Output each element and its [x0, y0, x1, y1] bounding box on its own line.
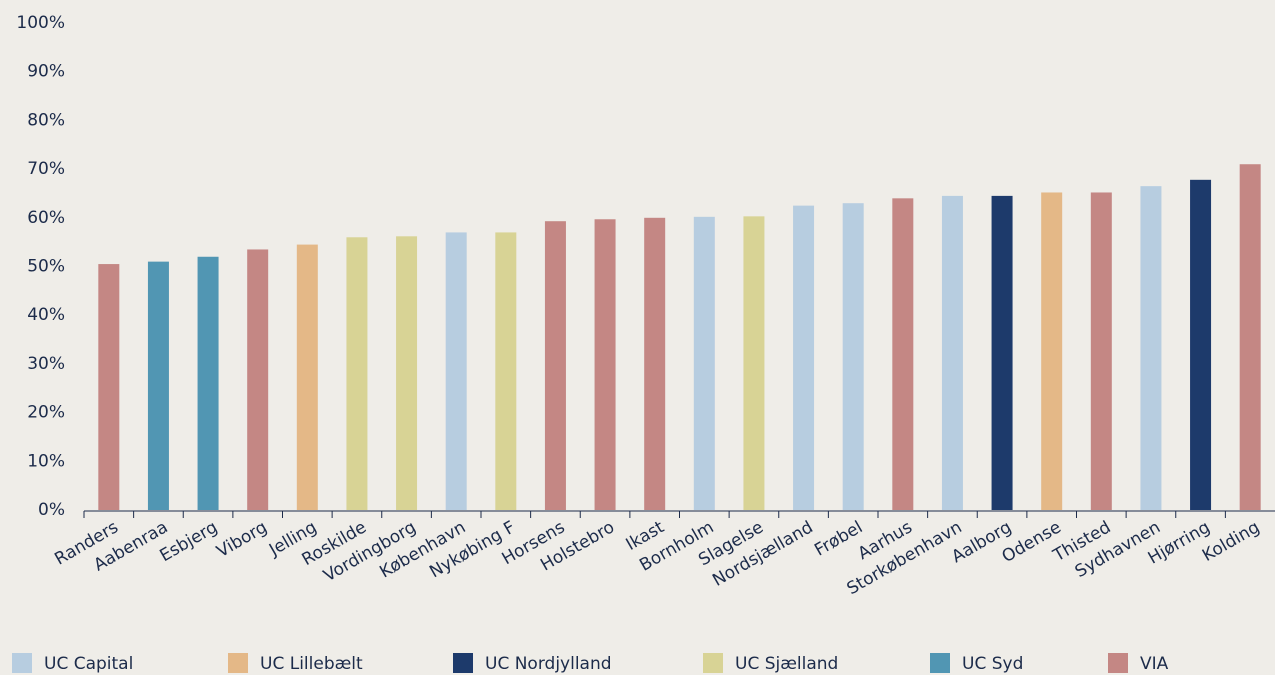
bar: [892, 198, 914, 510]
y-tick-label: 70%: [27, 159, 65, 179]
bar: [197, 256, 219, 510]
bar: [1090, 192, 1112, 510]
bar: [495, 232, 517, 510]
y-tick-label: 20%: [27, 403, 65, 423]
y-tick-label: 90%: [27, 62, 65, 82]
legend-swatch: [453, 653, 473, 673]
y-tick-label: 80%: [27, 110, 65, 130]
y-tick-label: 10%: [27, 451, 65, 471]
y-tick-label: 60%: [27, 208, 65, 228]
x-tick-label: Esbjerg: [156, 517, 221, 566]
bar: [842, 203, 864, 510]
bar: [247, 249, 269, 510]
bar: [98, 264, 120, 510]
bar: [594, 219, 616, 511]
y-tick-label: 30%: [27, 354, 65, 374]
bar: [941, 195, 963, 510]
bar: [296, 244, 318, 510]
bar: [147, 261, 169, 510]
legend-label: UC Sjælland: [735, 654, 838, 674]
legend-swatch: [12, 653, 32, 673]
legend-swatch: [930, 653, 950, 673]
y-tick-label: 100%: [16, 13, 65, 33]
bar: [1190, 179, 1212, 510]
bar: [743, 216, 765, 511]
x-tick-label: Viborg: [213, 517, 270, 562]
bar: [1041, 192, 1063, 510]
bar: [445, 232, 467, 510]
legend-label: UC Capital: [44, 654, 133, 674]
bar: [693, 216, 715, 511]
legend-label: UC Nordjylland: [485, 654, 612, 674]
legend-label: UC Syd: [962, 654, 1023, 674]
bar: [991, 195, 1013, 510]
bar: [346, 237, 368, 510]
bar: [396, 236, 418, 510]
y-tick-label: 40%: [27, 305, 65, 325]
bar: [1239, 164, 1261, 511]
legend-swatch: [703, 653, 723, 673]
legend-label: UC Lillebælt: [260, 654, 363, 674]
bar: [544, 221, 566, 511]
legend-label: VIA: [1140, 654, 1169, 674]
legend-swatch: [1108, 653, 1128, 673]
x-tick-label: Kolding: [1199, 517, 1263, 566]
bar: [1140, 186, 1162, 510]
y-tick-label: 0%: [38, 500, 65, 520]
y-tick-label: 50%: [27, 257, 65, 277]
bar: [793, 205, 815, 510]
legend-swatch: [228, 653, 248, 673]
bar: [644, 217, 666, 511]
